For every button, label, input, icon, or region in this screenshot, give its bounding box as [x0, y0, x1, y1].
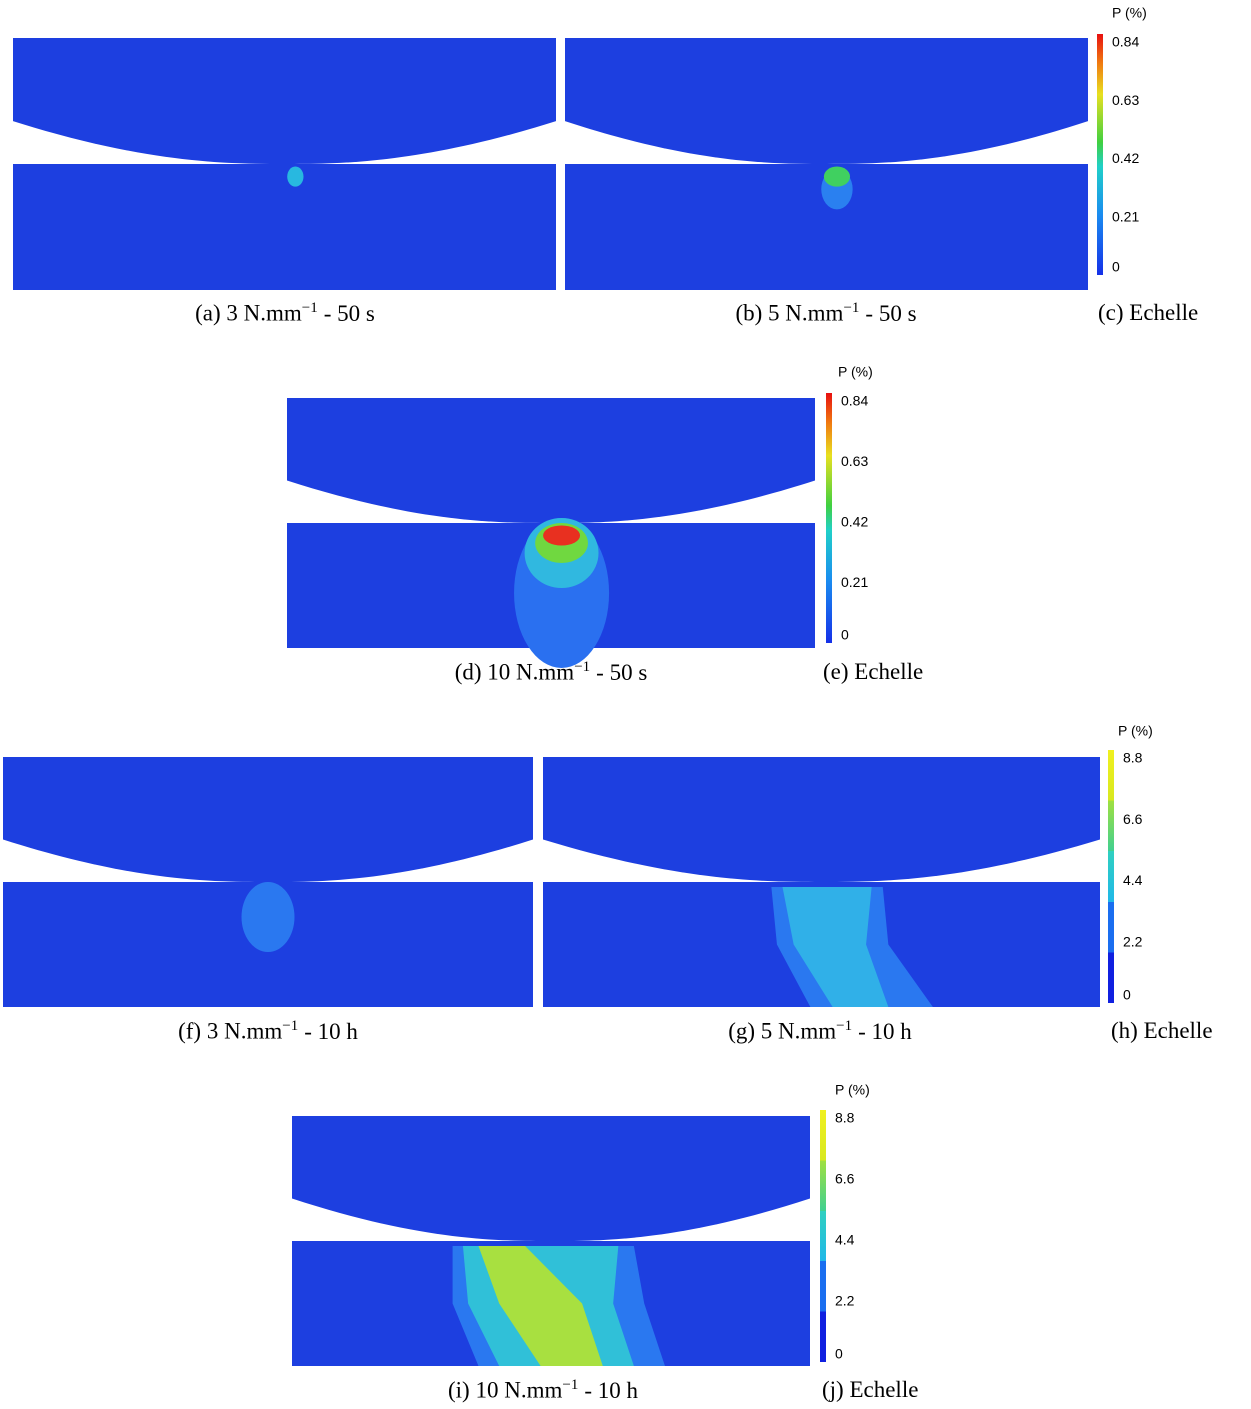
caption-suffix: - 50 s [323, 300, 375, 326]
scale-tick-label: 0.84 [841, 393, 868, 409]
scale-caption: (h) Echelle [1111, 1018, 1213, 1043]
scale-tick-label: 8.8 [835, 1110, 855, 1126]
caption-suffix: - 10 h [858, 1018, 912, 1044]
strain-zone [543, 525, 581, 546]
caption-exponent: −1 [574, 659, 591, 675]
caption: (f) 3 N.mm−1 - 10 h [178, 1018, 358, 1045]
scale-tick-label: 2.2 [1123, 933, 1143, 949]
strain-zone [287, 166, 304, 187]
caption: (a) 3 N.mm−1 - 50 s [195, 300, 375, 327]
scale-tick-label: 4.4 [835, 1232, 855, 1248]
color-scale [820, 1110, 826, 1362]
scale-tick-label: 0.84 [1112, 34, 1139, 50]
caption-label: (i) 10 N.mm [448, 1377, 563, 1403]
upper-body [13, 38, 556, 164]
scale-tick-label: 0 [1123, 987, 1131, 1003]
scale-caption: (c) Echelle [1098, 300, 1199, 325]
scale-tick-label: 8.8 [1123, 750, 1143, 766]
caption-suffix: - 50 s [596, 659, 648, 685]
scale-tick-label: 0 [835, 1346, 843, 1362]
caption-exponent: −1 [836, 1018, 853, 1034]
color-scale [826, 393, 832, 643]
scale-title: P (%) [838, 364, 873, 380]
caption-exponent: −1 [282, 1018, 299, 1034]
caption-exponent: −1 [562, 1377, 579, 1393]
scale-title: P (%) [1118, 723, 1153, 739]
caption-label: (a) 3 N.mm [195, 300, 302, 326]
scale-tick-label: 0 [1112, 259, 1120, 275]
strain-zone [782, 887, 889, 1007]
scale-title: P (%) [1112, 5, 1147, 21]
scale-tick-label: 0.42 [1112, 150, 1139, 166]
caption-label: (g) 5 N.mm [728, 1018, 837, 1044]
upper-body [543, 757, 1100, 882]
caption-label: (d) 10 N.mm [454, 659, 575, 685]
scale-tick-label: 0.42 [841, 514, 868, 530]
scale-caption: (j) Echelle [822, 1377, 919, 1402]
scale-caption: (e) Echelle [823, 659, 924, 684]
strain-zone [823, 166, 851, 187]
scale-tick-label: 0.21 [841, 574, 868, 590]
color-scale [1097, 34, 1103, 275]
scale-tick-label: 2.2 [835, 1293, 855, 1309]
caption-exponent: −1 [301, 300, 318, 316]
caption-suffix: - 50 s [865, 300, 917, 326]
upper-body [3, 757, 533, 882]
upper-body [287, 398, 815, 523]
caption-suffix: - 10 h [584, 1377, 638, 1403]
strain-zone [478, 1246, 603, 1366]
caption: (d) 10 N.mm−1 - 50 s [455, 659, 648, 686]
scale-tick-label: 0.63 [841, 453, 868, 469]
lower-body [13, 164, 556, 290]
upper-body [292, 1116, 810, 1241]
scale-tick-label: 0.21 [1112, 208, 1139, 224]
scale-tick-label: 0.63 [1112, 92, 1139, 108]
strain-zone [241, 882, 295, 952]
caption-exponent: −1 [843, 300, 860, 316]
caption: (i) 10 N.mm−1 - 10 h [448, 1377, 638, 1404]
upper-body [565, 38, 1088, 164]
color-scale [1108, 750, 1114, 1003]
caption-label: (f) 3 N.mm [178, 1018, 283, 1044]
scale-tick-label: 6.6 [835, 1171, 855, 1187]
scale-tick-label: 4.4 [1123, 872, 1143, 888]
scale-title: P (%) [835, 1082, 870, 1098]
caption: (g) 5 N.mm−1 - 10 h [728, 1018, 912, 1045]
caption: (b) 5 N.mm−1 - 50 s [735, 300, 916, 327]
scale-tick-label: 6.6 [1123, 811, 1143, 827]
caption-suffix: - 10 h [304, 1018, 358, 1044]
scale-tick-label: 0 [841, 627, 849, 643]
caption-label: (b) 5 N.mm [735, 300, 844, 326]
